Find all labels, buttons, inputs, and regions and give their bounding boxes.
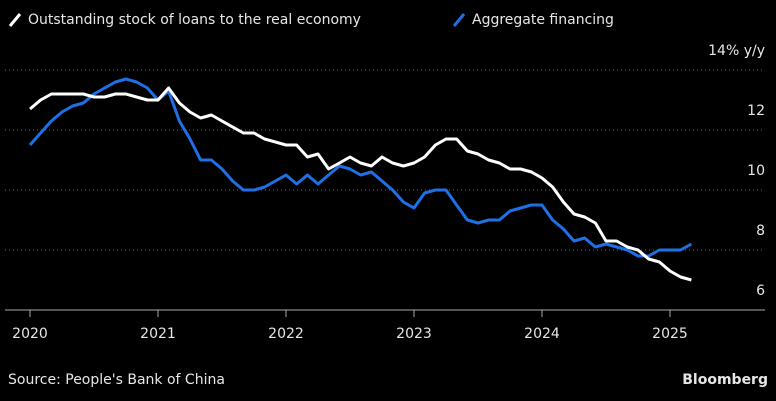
x-tick-label: 2025 bbox=[652, 326, 688, 342]
source: Source: People's Bank of China bbox=[8, 372, 225, 388]
x-tick-label: 2024 bbox=[524, 326, 560, 342]
x-tick-label: 2022 bbox=[268, 326, 304, 342]
y-tick-label: 8 bbox=[756, 223, 765, 239]
x-tick-label: 2021 bbox=[140, 326, 176, 342]
legend-swatch bbox=[8, 13, 22, 27]
y-tick-label: 14% y/y bbox=[708, 43, 765, 59]
x-tick-label: 2023 bbox=[396, 326, 432, 342]
brand: Bloomberg bbox=[682, 372, 768, 388]
legend-label: Outstanding stock of loans to the real e… bbox=[28, 12, 361, 28]
legend-label: Aggregate financing bbox=[472, 12, 614, 28]
line bbox=[29, 86, 692, 282]
y-tick-label: 10 bbox=[747, 163, 765, 179]
y-tick-label: 12 bbox=[747, 103, 765, 119]
line bbox=[28, 77, 693, 258]
x-tick-label: 2020 bbox=[12, 326, 48, 342]
legend-swatch bbox=[452, 13, 466, 27]
y-tick-label: 6 bbox=[756, 283, 765, 299]
